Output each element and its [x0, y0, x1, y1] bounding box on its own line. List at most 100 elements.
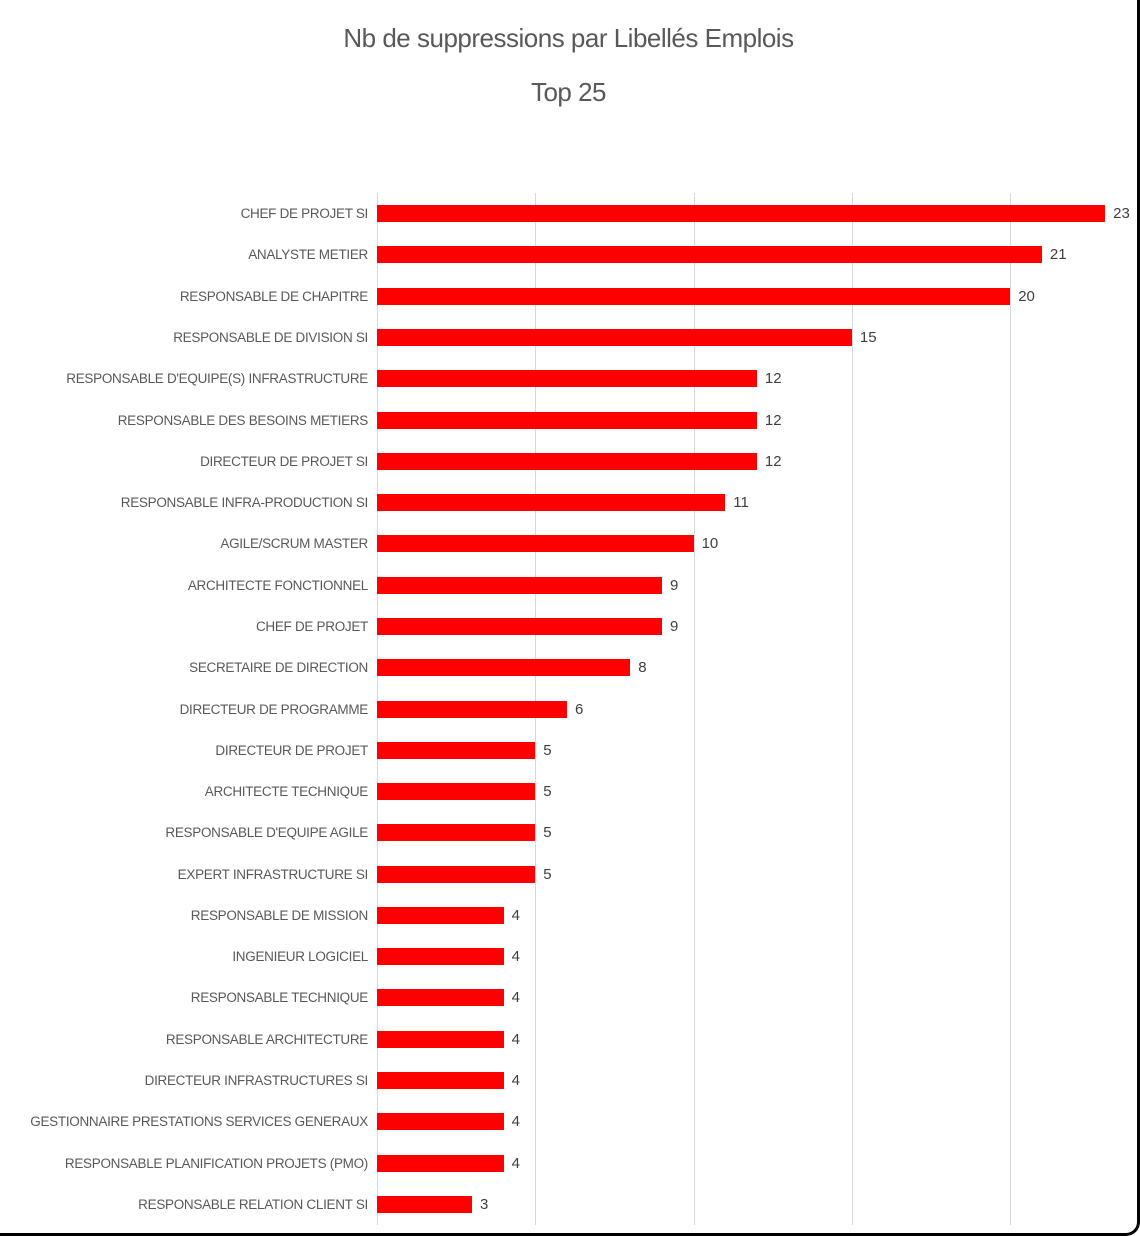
bar-row: DIRECTEUR DE PROJET 5: [0, 730, 1137, 771]
bar[interactable]: [377, 370, 757, 388]
bar[interactable]: [377, 1113, 504, 1131]
value-label: 5: [543, 824, 552, 842]
value-label: 5: [543, 865, 552, 883]
bar-row: EXPERT INFRASTRUCTURE SI 5: [0, 854, 1137, 895]
bar[interactable]: [377, 617, 662, 635]
value-label: 5: [543, 783, 552, 801]
bar[interactable]: [377, 494, 726, 512]
bar[interactable]: [377, 576, 662, 594]
bar[interactable]: [377, 948, 504, 966]
bar[interactable]: [377, 1072, 504, 1090]
value-label: 15: [859, 328, 877, 346]
bar-zone: 5: [377, 730, 1137, 771]
bar-row: GESTIONNAIRE PRESTATIONS SERVICES GENERA…: [0, 1101, 1137, 1142]
bar-zone: 4: [377, 936, 1137, 977]
bar-zone: 9: [377, 606, 1137, 647]
bar[interactable]: [377, 741, 536, 759]
category-label: RESPONSABLE INFRA-PRODUCTION SI: [120, 495, 369, 511]
category-label: INGENIEUR LOGICIEL: [232, 949, 368, 965]
bar-row: AGILE/SCRUM MASTER 10: [0, 523, 1137, 564]
bar-zone: 12: [377, 399, 1137, 440]
bar-row: ANALYSTE METIER 21: [0, 234, 1137, 275]
bar-row: ARCHITECTE TECHNIQUE 5: [0, 771, 1137, 812]
category-label: GESTIONNAIRE PRESTATIONS SERVICES GENERA…: [30, 1114, 368, 1130]
chart-title-block: Nb de suppressions par Libellés Emplois …: [0, 0, 1137, 108]
bar[interactable]: [377, 1154, 504, 1172]
bar[interactable]: [377, 452, 757, 470]
bar[interactable]: [377, 205, 1106, 223]
value-label: 12: [764, 452, 782, 470]
category-label: RESPONSABLE D'EQUIPE AGILE: [165, 825, 368, 841]
bar-zone: 8: [377, 647, 1137, 688]
category-label: EXPERT INFRASTRUCTURE SI: [177, 866, 369, 882]
category-label: RESPONSABLE TECHNIQUE: [190, 990, 369, 1006]
value-label: 4: [511, 948, 520, 966]
category-label: ARCHITECTE FONCTIONNEL: [187, 577, 368, 593]
bar[interactable]: [377, 535, 694, 553]
bar-zone: 6: [377, 688, 1137, 729]
bar[interactable]: [377, 865, 536, 883]
bar-zone: 4: [377, 1142, 1137, 1183]
category-label: RESPONSABLE DE MISSION: [190, 907, 369, 923]
value-label: 4: [511, 1113, 520, 1131]
category-label: RESPONSABLE DES BESOINS METIERS: [117, 412, 369, 428]
bar-row: DIRECTEUR INFRASTRUCTURES SI 4: [0, 1060, 1137, 1101]
gridline: [851, 193, 853, 1225]
value-label: 4: [511, 989, 520, 1007]
value-label: 23: [1113, 205, 1130, 223]
bar[interactable]: [377, 989, 504, 1007]
value-label: 4: [511, 1072, 520, 1090]
gridline: [1010, 193, 1012, 1225]
category-label: RESPONSABLE RELATION CLIENT SI: [138, 1196, 368, 1212]
value-label: 21: [1049, 246, 1067, 264]
bar-row: RESPONSABLE DE DIVISION SI 15: [0, 317, 1137, 358]
bar[interactable]: [377, 411, 757, 429]
value-label: 9: [669, 617, 679, 635]
value-label: 8: [638, 659, 647, 677]
bar-row: RESPONSABLE INFRA-PRODUCTION SI 11: [0, 482, 1137, 523]
category-label: RESPONSABLE DE DIVISION SI: [173, 329, 368, 345]
bar-zone: 9: [377, 565, 1137, 606]
bar[interactable]: [377, 1195, 472, 1213]
value-label: 20: [1018, 287, 1035, 305]
value-label: 4: [511, 1154, 520, 1172]
category-label: RESPONSABLE D'EQUIPE(S) INFRASTRUCTURE: [66, 371, 368, 387]
bar-row: RESPONSABLE RELATION CLIENT SI 3: [0, 1184, 1137, 1225]
bar-zone: 12: [377, 441, 1137, 482]
value-label: 10: [701, 535, 719, 553]
bar-zone: 10: [377, 523, 1137, 564]
bar-zone: 4: [377, 1060, 1137, 1101]
bar[interactable]: [377, 1030, 504, 1048]
bar-row: RESPONSABLE D'EQUIPE(S) INFRASTRUCTURE 12: [0, 358, 1137, 399]
bar-zone: 20: [377, 276, 1137, 317]
category-label: ARCHITECTE TECHNIQUE: [204, 784, 369, 800]
bar[interactable]: [377, 287, 1011, 305]
plot-area: CHEF DE PROJET SI 23 ANALYSTE METIER 21 RESP…: [0, 193, 1137, 1225]
value-label: 4: [511, 906, 520, 924]
bar-zone: 11: [377, 482, 1137, 523]
bar-zone: 21: [377, 234, 1137, 275]
bar-row: RESPONSABLE TECHNIQUE 4: [0, 977, 1137, 1018]
bar[interactable]: [377, 700, 567, 718]
bar-zone: 5: [377, 771, 1137, 812]
chart-subtitle: Top 25: [530, 76, 607, 107]
bar-row: RESPONSABLE DES BESOINS METIERS 12: [0, 399, 1137, 440]
category-label: RESPONSABLE PLANIFICATION PROJETS (PMO): [64, 1155, 368, 1171]
bar-row: RESPONSABLE ARCHITECTURE 4: [0, 1019, 1137, 1060]
bar[interactable]: [377, 328, 852, 346]
bar-zone: 5: [377, 812, 1137, 853]
category-label: AGILE/SCRUM MASTER: [220, 536, 368, 552]
value-label: 4: [511, 1030, 520, 1048]
bar[interactable]: [377, 246, 1042, 264]
bar-zone: 4: [377, 1019, 1137, 1060]
gridline: [693, 193, 695, 1225]
bar-row: RESPONSABLE D'EQUIPE AGILE 5: [0, 812, 1137, 853]
bar[interactable]: [377, 906, 504, 924]
bar[interactable]: [377, 824, 536, 842]
bar[interactable]: [377, 659, 631, 677]
bar-row: INGENIEUR LOGICIEL 4: [0, 936, 1137, 977]
bar[interactable]: [377, 783, 536, 801]
value-label: 12: [764, 411, 782, 429]
bar-row: CHEF DE PROJET SI 23: [0, 193, 1137, 234]
bar-row: ARCHITECTE FONCTIONNEL 9: [0, 565, 1137, 606]
